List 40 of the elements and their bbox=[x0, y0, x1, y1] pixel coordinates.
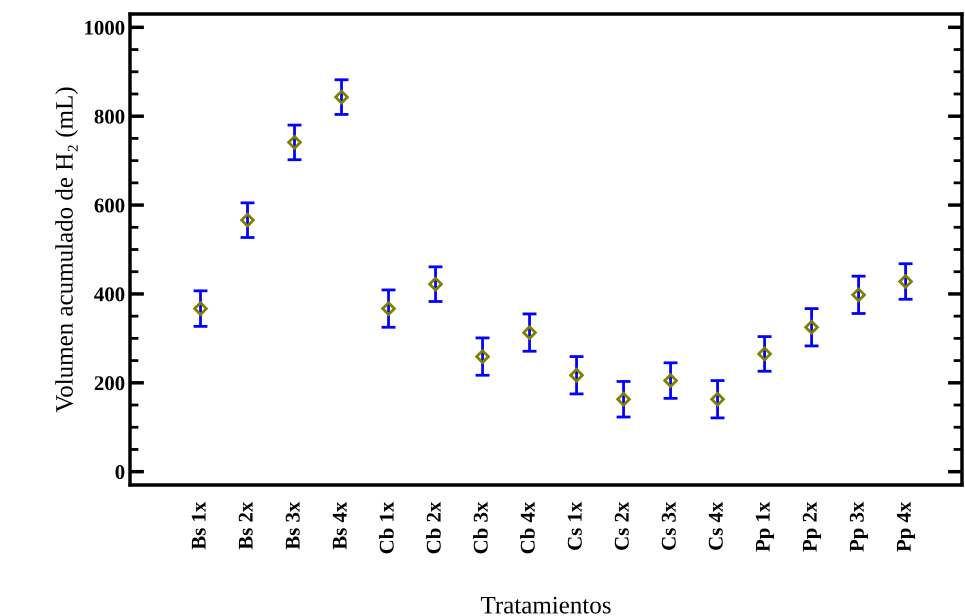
x-tick-label: Bs 1x bbox=[192, 502, 206, 550]
x-tick-label: Cb 3x bbox=[473, 502, 488, 554]
point bbox=[710, 392, 725, 407]
x-tick-label: Pp 1x bbox=[756, 502, 774, 552]
x-tick-label: Pp 2x bbox=[802, 502, 822, 552]
x-tick-label: Cb 4x bbox=[520, 502, 535, 554]
point bbox=[428, 276, 443, 292]
x-tick-label: Bs 2x bbox=[238, 502, 253, 550]
point bbox=[240, 212, 255, 228]
point bbox=[475, 349, 490, 364]
y-tick-label: 200 bbox=[94, 376, 124, 390]
point bbox=[663, 373, 678, 388]
point bbox=[334, 90, 349, 104]
point bbox=[804, 320, 819, 335]
x-tick-label: Cb 2x bbox=[426, 502, 441, 554]
y-tick-label: 0 bbox=[116, 465, 124, 480]
point bbox=[287, 135, 302, 150]
x-tick-label: Cs 4x bbox=[708, 502, 723, 550]
y-axis-title: Volumen acumulado de H₂ (mL) bbox=[55, 87, 78, 412]
x-axis-title: Tratamientos bbox=[480, 596, 611, 614]
y-tick-label: 800 bbox=[94, 110, 124, 124]
point bbox=[381, 301, 396, 316]
point bbox=[193, 301, 208, 316]
x-tick-label: Cb 1x bbox=[379, 502, 394, 554]
point bbox=[757, 346, 772, 362]
point bbox=[569, 368, 584, 383]
x-tick-label: Bs 3x bbox=[286, 502, 300, 550]
point bbox=[898, 274, 913, 289]
point bbox=[522, 325, 537, 340]
x-tick-label: Cs 2x bbox=[614, 502, 629, 550]
point bbox=[851, 288, 866, 302]
x-tick-label: Cs 1x bbox=[568, 502, 582, 550]
x-tick-label: Pp 3x bbox=[850, 502, 868, 552]
x-tick-label: Bs 4x bbox=[332, 502, 347, 550]
x-tick-label: Cs 3x bbox=[662, 502, 676, 550]
y-tick-label: 600 bbox=[94, 198, 124, 212]
y-tick-label: 400 bbox=[94, 287, 124, 302]
y-tick-label: 1000 bbox=[85, 20, 124, 35]
x-tick-label: Pp 4x bbox=[896, 502, 916, 552]
point bbox=[616, 392, 631, 407]
